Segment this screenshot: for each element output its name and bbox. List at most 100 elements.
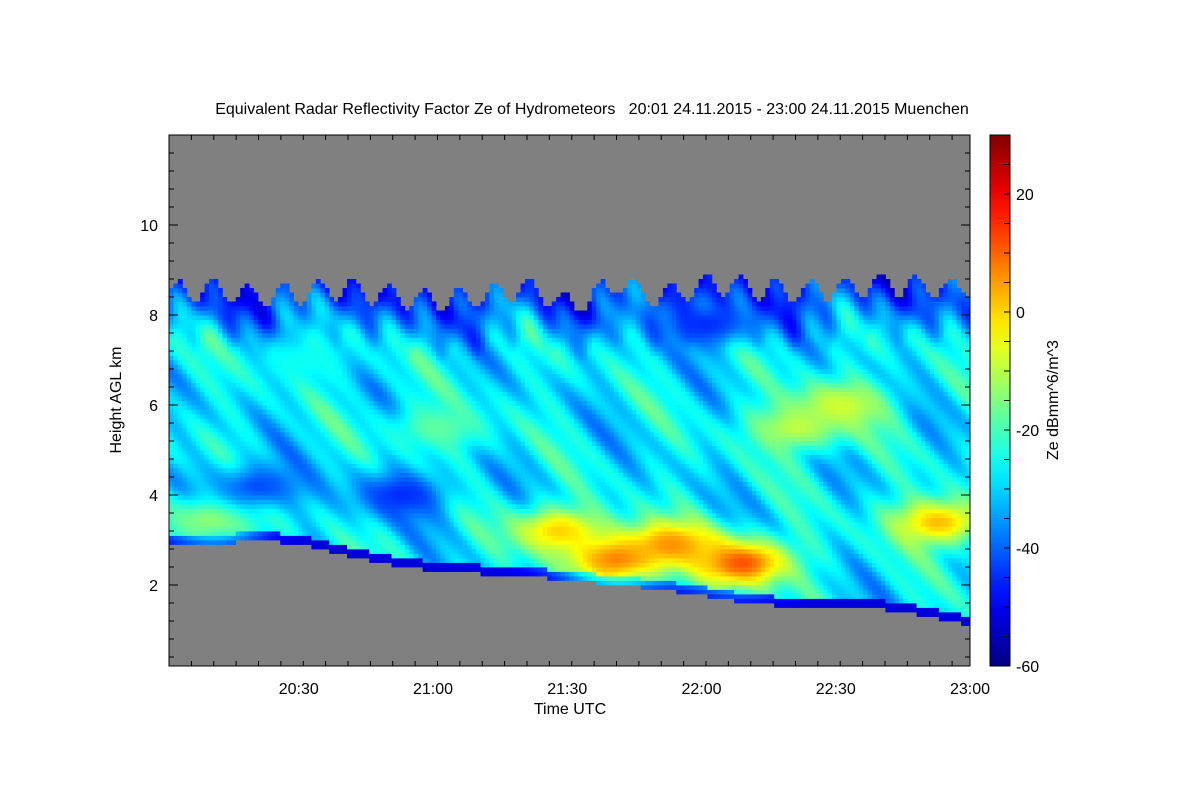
heatmap-cell [186, 450, 192, 455]
heatmap-cell [360, 423, 366, 428]
heatmap-cell [422, 499, 428, 505]
heatmap-cell [444, 378, 450, 383]
heatmap-cell [222, 463, 228, 469]
heatmap-cell [298, 333, 303, 338]
heatmap-cell [462, 337, 468, 343]
heatmap-cell [182, 301, 188, 307]
heatmap-cell [449, 504, 455, 509]
heatmap-cell [302, 508, 308, 514]
heatmap-cell [275, 297, 281, 302]
heatmap-cell [315, 463, 321, 469]
heatmap-cell [453, 301, 459, 307]
heatmap-cell [413, 409, 419, 415]
heatmap-cell [400, 553, 406, 559]
heatmap-cell [266, 450, 272, 455]
heatmap-cell [173, 481, 179, 487]
heatmap-cell [235, 427, 241, 433]
heatmap-cell [249, 396, 254, 401]
heatmap-cell [204, 351, 210, 356]
heatmap-cell [311, 301, 317, 307]
heatmap-cell [338, 319, 343, 325]
heatmap-cell [453, 360, 459, 365]
heatmap-cell [453, 432, 459, 437]
heatmap-cell [306, 409, 312, 415]
heatmap-cell [520, 400, 526, 406]
heatmap-cell [200, 369, 205, 374]
heatmap-cell [453, 387, 459, 392]
heatmap-cell [284, 477, 290, 482]
heatmap-cell [422, 531, 428, 536]
heatmap-cell [533, 486, 539, 491]
heatmap-cell [195, 405, 201, 410]
heatmap-cell [502, 531, 508, 536]
heatmap-cell [355, 508, 361, 514]
heatmap-cell [373, 351, 379, 356]
heatmap-cell [520, 409, 526, 415]
heatmap-cell [244, 378, 250, 383]
heatmap-cell [182, 355, 188, 361]
heatmap-cell [204, 486, 210, 491]
heatmap-cell [476, 333, 481, 338]
heatmap-cell [271, 333, 277, 338]
heatmap-cell [293, 328, 299, 334]
heatmap-cell [444, 513, 450, 518]
heatmap-cell [266, 508, 272, 514]
heatmap-cell [324, 292, 330, 298]
heatmap-cell [249, 364, 254, 370]
heatmap-cell [542, 513, 548, 518]
heatmap-cell [169, 405, 174, 410]
heatmap-cell [378, 445, 383, 451]
heatmap-cell [471, 324, 477, 329]
heatmap-cell [520, 288, 526, 293]
heatmap-cell [489, 373, 495, 379]
heatmap-cell [329, 360, 335, 365]
heatmap-cell [338, 490, 343, 496]
heatmap-cell [458, 288, 464, 293]
heatmap-cell [542, 436, 548, 442]
heatmap-cell [177, 517, 183, 523]
heatmap-cell [484, 427, 490, 433]
heatmap-cell [235, 495, 241, 500]
heatmap-cell [369, 369, 375, 374]
heatmap-cell [244, 387, 250, 392]
heatmap-cell [471, 364, 477, 370]
heatmap-cell [364, 553, 370, 559]
heatmap-cell [409, 382, 415, 388]
heatmap-cell [449, 427, 455, 433]
heatmap-cell [520, 499, 526, 505]
heatmap-cell [271, 459, 277, 464]
heatmap-cell [275, 517, 281, 523]
heatmap-cell [329, 364, 335, 370]
heatmap-cell [467, 369, 472, 374]
heatmap-cell [266, 526, 272, 532]
heatmap-cell [231, 535, 237, 541]
heatmap-cell [195, 481, 201, 487]
heatmap-cell [498, 526, 504, 532]
heatmap-cell [333, 432, 339, 437]
heatmap-cell [240, 337, 246, 343]
heatmap-cell [191, 535, 197, 541]
heatmap-cell [484, 486, 490, 491]
heatmap-cell [209, 355, 214, 361]
heatmap-cell [244, 445, 250, 451]
heatmap-cell [387, 441, 392, 446]
heatmap-cell [453, 400, 459, 406]
heatmap-cell [222, 328, 228, 334]
heatmap-cell [355, 504, 361, 509]
heatmap-cell [191, 522, 197, 527]
heatmap-cell [391, 418, 397, 424]
heatmap-cell [195, 373, 201, 379]
heatmap-cell [484, 315, 490, 320]
heatmap-cell [484, 414, 490, 419]
heatmap-cell [467, 562, 472, 568]
heatmap-cell [200, 355, 205, 361]
heatmap-cell [280, 387, 286, 392]
heatmap-cell [409, 409, 415, 415]
heatmap-cell [507, 571, 513, 577]
heatmap-cell [493, 481, 499, 487]
heatmap-cell [306, 364, 312, 370]
heatmap-cell [355, 378, 361, 383]
heatmap-cell [502, 499, 508, 505]
heatmap-cell [458, 490, 464, 496]
heatmap-cell [249, 342, 254, 347]
